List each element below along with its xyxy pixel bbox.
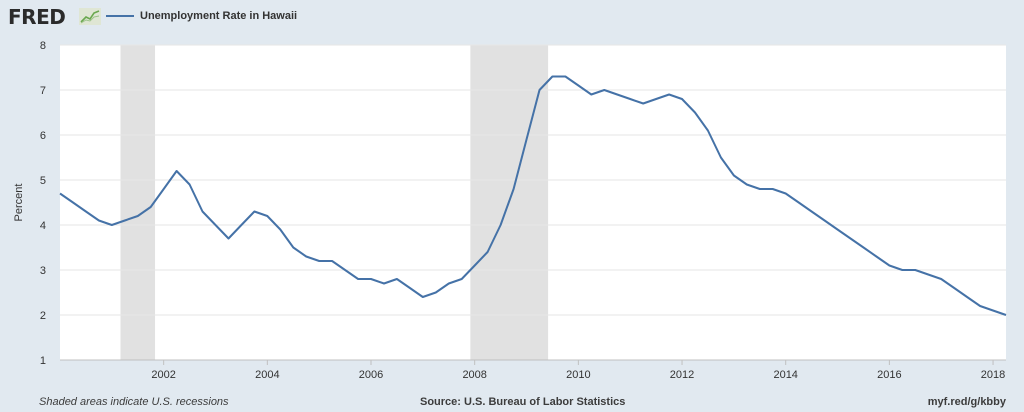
line-chart-icon	[79, 8, 101, 25]
y-tick-label: 4	[40, 220, 46, 232]
chart-legend: Unemployment Rate in Hawaii	[106, 9, 297, 23]
x-tick-label: 2012	[670, 369, 694, 381]
y-tick-label: 7	[40, 85, 46, 97]
x-tick-label: 2002	[151, 369, 175, 381]
chart-footer: Shaded areas indicate U.S. recessions So…	[0, 392, 1024, 412]
recession-band-1	[120, 45, 156, 360]
y-tick-label: 5	[40, 175, 46, 187]
y-axis-label: Percent	[13, 184, 25, 222]
series-line-hawaii-unemployment[interactable]	[59, 75, 1007, 316]
source-text: Source: U.S. Bureau of Labor Statistics	[420, 396, 626, 408]
x-tick-label: 2008	[462, 369, 486, 381]
x-tick-label: 2018	[981, 369, 1005, 381]
x-axis-ticks: 2002 2004 2006 2008 2010 2012 2014 2016 2018	[60, 359, 1006, 381]
legend-swatch	[106, 15, 134, 17]
x-tick-label: 2010	[566, 369, 590, 381]
x-tick-label: 2006	[359, 369, 383, 381]
legend-label[interactable]: Unemployment Rate in Hawaii	[140, 10, 298, 22]
short-link[interactable]: myf.red/g/kbby	[927, 396, 1006, 408]
x-tick-label: 2016	[877, 369, 901, 381]
x-tick-label: 2014	[773, 369, 797, 381]
y-tick-label: 3	[40, 265, 46, 277]
chart-header: FRED Unemployment Rate in Hawaii	[0, 0, 1024, 32]
recession-note: Shaded areas indicate U.S. recessions	[39, 396, 229, 408]
y-tick-label: 1	[40, 355, 46, 367]
y-tick-label: 8	[40, 40, 46, 52]
y-tick-label: 6	[40, 130, 46, 142]
y-tick-label: 2	[40, 310, 46, 322]
fred-logo[interactable]: FRED	[8, 5, 66, 29]
x-tick-label: 2004	[255, 369, 279, 381]
y-axis-ticks: 1 2 3 4 5 6 7 8	[40, 40, 46, 367]
chart: 1 2 3 4 5 6 7 8 2002 2004 2006 2008 2010 2012 2014 201…	[13, 40, 1007, 381]
